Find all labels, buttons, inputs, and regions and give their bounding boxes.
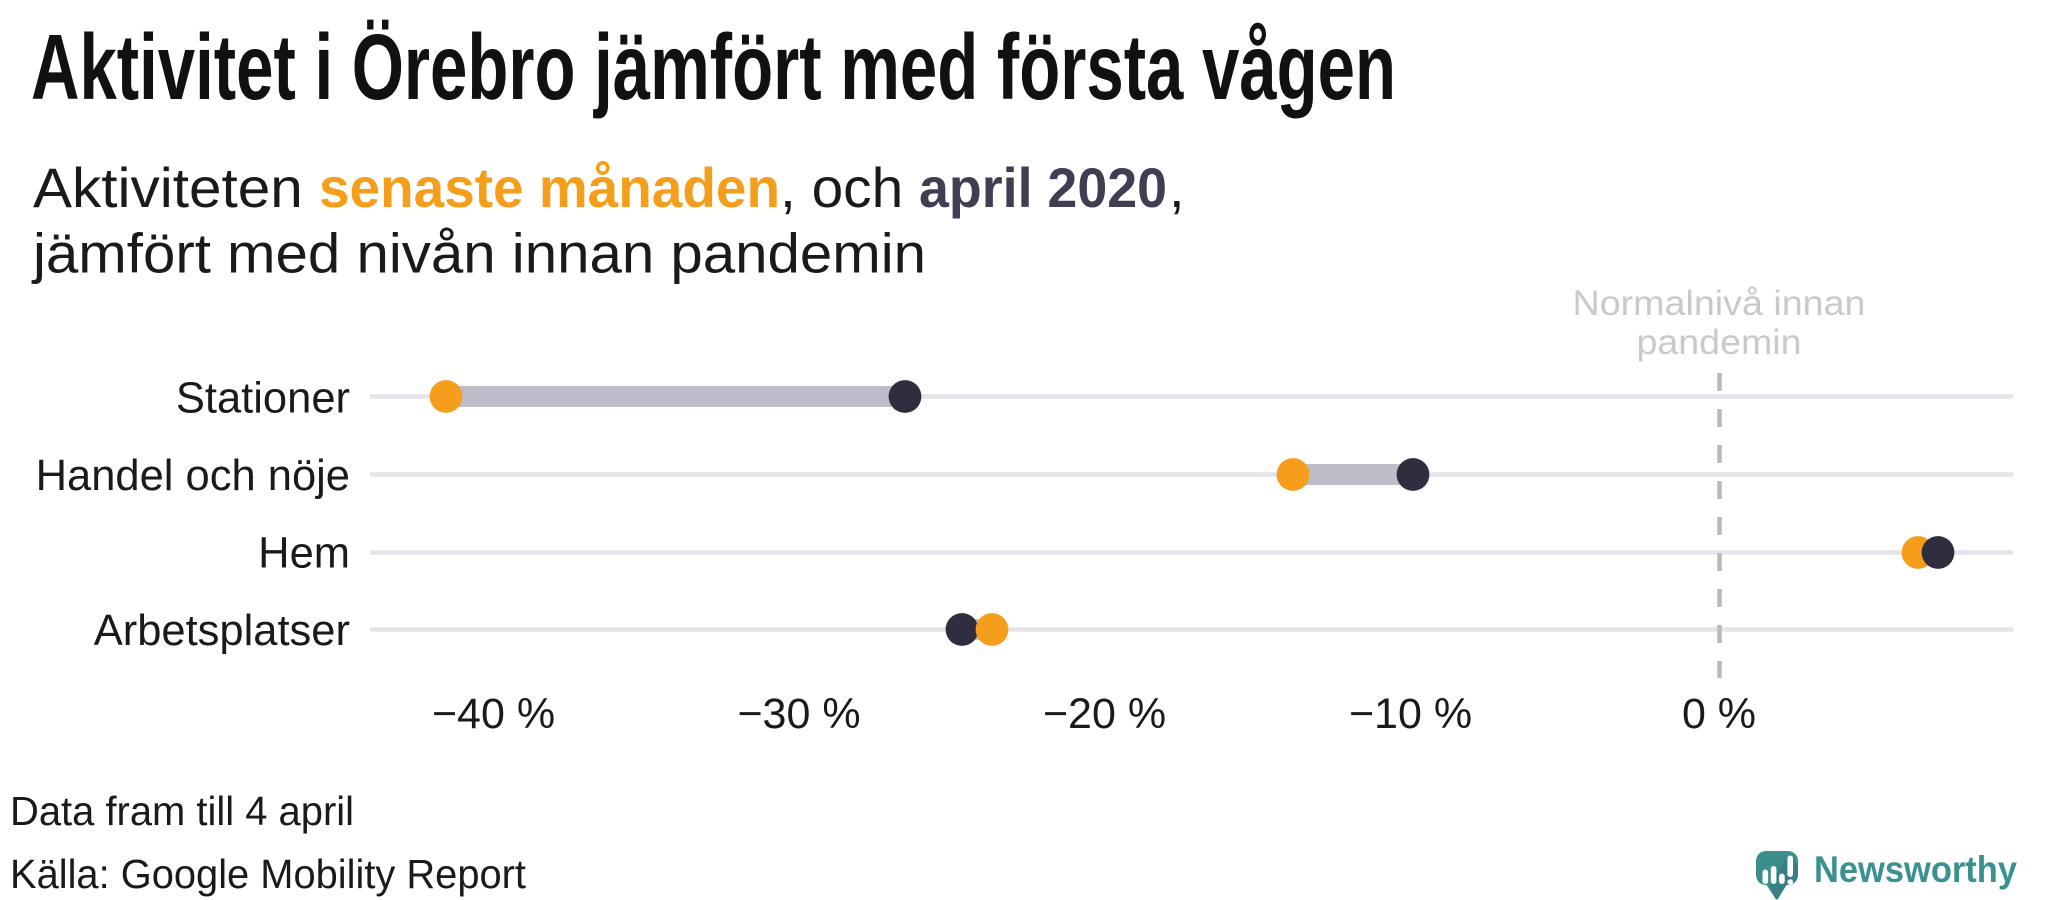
- svg-text:Hem: Hem: [258, 529, 350, 577]
- svg-text:−40 %: −40 %: [432, 690, 555, 738]
- svg-text:, och: , och: [780, 156, 919, 219]
- svg-text:−10 %: −10 %: [1349, 690, 1472, 738]
- svg-text:−30 %: −30 %: [737, 690, 860, 738]
- svg-text:Arbetsplatser: Arbetsplatser: [94, 607, 350, 655]
- svg-text:0 %: 0 %: [1682, 690, 1756, 738]
- svg-text:Normalnivå innan: Normalnivå innan: [1573, 284, 1866, 323]
- svg-text:Newsworthy: Newsworthy: [1814, 849, 2017, 890]
- svg-text:pandemin: pandemin: [1637, 323, 1802, 362]
- svg-text:Aktiviteten: Aktiviteten: [33, 156, 319, 219]
- svg-text:,: ,: [1169, 156, 1185, 219]
- svg-text:Handel och nöje: Handel och nöje: [36, 452, 350, 500]
- svg-text:Data fram till 4 april: Data fram till 4 april: [10, 788, 354, 834]
- svg-text:Aktivitet i Örebro jämfört med: Aktivitet i Örebro jämfört med första vå…: [31, 15, 1396, 119]
- svg-text:april 2020: april 2020: [919, 156, 1167, 219]
- svg-text:Stationer: Stationer: [176, 375, 350, 423]
- svg-text:jämfört med nivån innan pandem: jämfört med nivån innan pandemin: [31, 222, 926, 285]
- svg-text:senaste månaden: senaste månaden: [319, 156, 780, 219]
- svg-text:−20 %: −20 %: [1043, 690, 1166, 738]
- svg-text:Källa: Google Mobility Report: Källa: Google Mobility Report: [10, 851, 527, 897]
